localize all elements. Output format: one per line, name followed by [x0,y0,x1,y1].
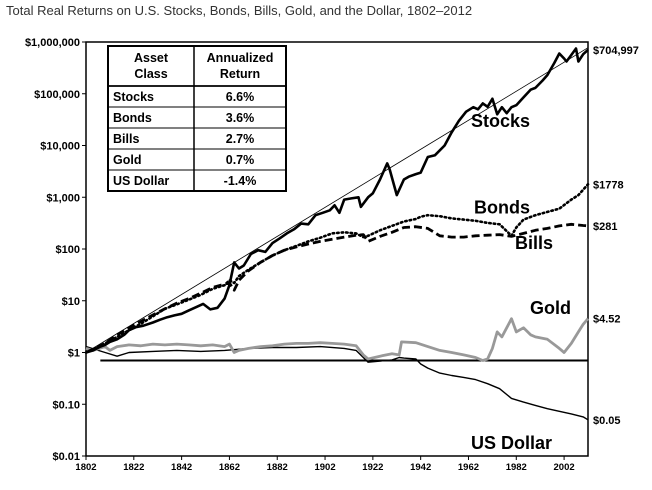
series-name-label: Gold [530,298,571,318]
series-line-us-dollar [85,345,589,421]
table-header-cell: Asset Class [134,51,169,81]
series-line-gold [85,317,590,362]
y-tick-label: $10 [62,296,80,308]
x-tick-label: 1842 [171,462,192,473]
end-value-label: $4.52 [593,314,621,326]
x-tick-label: 1802 [75,462,96,473]
end-value-label: $1778 [593,179,624,191]
x-tick-label: 1902 [314,462,335,473]
x-tick-label: 1942 [410,462,431,473]
series-line-bonds [84,183,590,354]
series-name-label: Bills [515,233,553,253]
x-tick-label: 1862 [219,462,240,473]
series-name-label: Stocks [471,111,530,131]
x-axis-labels: 1802 1822 1842 1862 1882 1902 1922 1942 1962 1982… [75,462,574,473]
y-tick-label: $100 [56,244,80,256]
x-tick-label: 2002 [554,462,575,473]
table-return-cell: 6.6% [226,90,255,104]
series-labels: Stocks Bonds Bills Gold US Dollar [471,111,571,453]
x-tick-label: 1922 [362,462,383,473]
series-name-label: US Dollar [471,433,552,453]
table-return-cell: -1.4% [224,174,257,188]
table-asset-cell: US Dollar [113,174,169,188]
end-value-label: $0.05 [593,415,621,427]
y-tick-label: $0.01 [52,451,80,463]
end-labels: $704,997 $1778 $281 $4.52 $0.05 [593,45,639,427]
end-value-label: $281 [593,221,617,233]
table-return-cell: 2.7% [226,132,255,146]
end-value-label: $704,997 [593,45,639,57]
y-tick-label: $1 [68,348,80,360]
y-axis-labels: $1,000,000 $100,000 $10,000 $1,000 $100 $10 $1… [25,37,80,463]
series-line-stocks [85,47,589,354]
y-tick-label: $100,000 [34,89,80,101]
x-tick-label: 1982 [506,462,527,473]
chart-title: Total Real Returns on U.S. Stocks, Bonds… [6,3,473,18]
stocks-trend-line [85,47,589,353]
table-asset-cell: Bills [113,132,139,146]
y-tick-label: $1,000,000 [25,37,80,49]
axis-ticks [82,41,565,460]
table-asset-cell: Bonds [113,111,152,125]
y-tick-label: $1,000 [46,192,80,204]
series-name-label: Bonds [474,197,530,217]
table-header-cell: Annualized Return [207,51,274,81]
returns-table: Asset Class Annualized Return Stocks 6.6% Bond… [107,45,287,192]
table-asset-cell: Stocks [113,90,154,104]
table-asset-cell: Gold [113,153,141,167]
x-tick-label: 1822 [123,462,144,473]
table-frame [107,45,287,192]
y-tick-label: $0.10 [52,399,80,411]
series-line-bills [85,222,589,354]
x-tick-label: 1882 [267,462,288,473]
series-group [84,47,590,421]
table-return-cell: 3.6% [226,111,255,125]
table-return-cell: 0.7% [226,153,255,167]
y-tick-label: $10,000 [40,141,80,153]
x-tick-label: 1962 [458,462,479,473]
